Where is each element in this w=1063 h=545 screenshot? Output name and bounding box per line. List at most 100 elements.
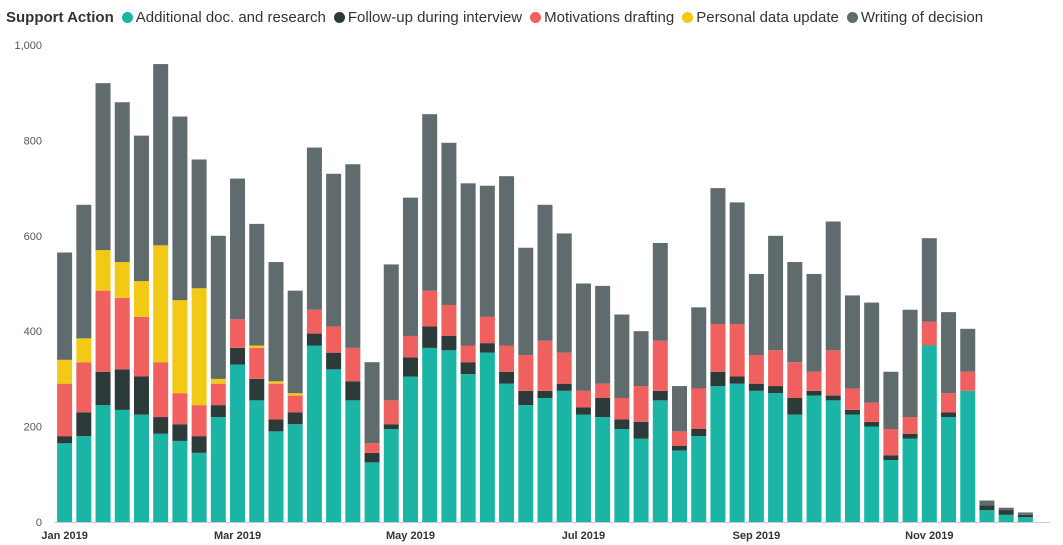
bar-segment[interactable]: [479, 352, 495, 522]
bar-segment[interactable]: [595, 417, 611, 522]
bar-segment[interactable]: [153, 64, 169, 246]
bar-segment[interactable]: [499, 345, 515, 372]
bar-segment[interactable]: [191, 405, 207, 437]
bar-segment[interactable]: [518, 247, 534, 356]
legend-item-follow-up[interactable]: Follow-up during interview: [333, 9, 522, 26]
bar-segment[interactable]: [268, 383, 284, 420]
bar-segment[interactable]: [76, 362, 92, 413]
bar-segment[interactable]: [364, 452, 380, 463]
bar-segment[interactable]: [499, 383, 515, 522]
bar-segment[interactable]: [518, 405, 534, 522]
bar-segment[interactable]: [825, 395, 841, 401]
bar-segment[interactable]: [133, 135, 149, 282]
bar-segment[interactable]: [479, 343, 495, 353]
bar-segment[interactable]: [844, 295, 860, 389]
bar-segment[interactable]: [787, 262, 803, 363]
bar-segment[interactable]: [403, 197, 418, 336]
bar-stack[interactable]: [172, 116, 188, 522]
bar-segment[interactable]: [114, 369, 130, 410]
bar-stack[interactable]: [364, 362, 380, 523]
bar-stack[interactable]: [806, 273, 822, 522]
bar-segment[interactable]: [326, 173, 342, 327]
bar-segment[interactable]: [941, 417, 957, 522]
bar-segment[interactable]: [518, 390, 534, 406]
bar-segment[interactable]: [95, 83, 111, 251]
bar-segment[interactable]: [95, 250, 111, 291]
bar-segment[interactable]: [499, 176, 515, 346]
bar-stack[interactable]: [441, 142, 457, 522]
bar-segment[interactable]: [979, 510, 995, 522]
bar-segment[interactable]: [902, 433, 918, 439]
bar-segment[interactable]: [441, 304, 457, 336]
bar-segment[interactable]: [191, 452, 207, 522]
bar-segment[interactable]: [95, 371, 111, 406]
bar-segment[interactable]: [806, 395, 822, 522]
bar-segment[interactable]: [306, 147, 322, 310]
bar-segment[interactable]: [902, 417, 918, 434]
bar-segment[interactable]: [249, 223, 265, 346]
bar-segment[interactable]: [210, 383, 226, 406]
bar-segment[interactable]: [652, 390, 668, 401]
bar-segment[interactable]: [441, 142, 457, 305]
bar-stack[interactable]: [133, 135, 149, 522]
bar-segment[interactable]: [1017, 512, 1033, 515]
bar-segment[interactable]: [191, 436, 207, 453]
bar-segment[interactable]: [768, 350, 784, 387]
bar-segment[interactable]: [960, 328, 976, 372]
bar-stack[interactable]: [210, 235, 226, 522]
bar-segment[interactable]: [345, 164, 361, 348]
bar-segment[interactable]: [614, 419, 630, 429]
bar-segment[interactable]: [921, 345, 937, 522]
bar-segment[interactable]: [652, 340, 668, 391]
bar-segment[interactable]: [883, 459, 899, 522]
bar-stack[interactable]: [479, 185, 495, 522]
bar-segment[interactable]: [230, 178, 246, 320]
bar-segment[interactable]: [345, 347, 361, 382]
bar-segment[interactable]: [76, 412, 92, 437]
bar-segment[interactable]: [844, 388, 860, 410]
bar-segment[interactable]: [825, 221, 841, 351]
bar-segment[interactable]: [95, 290, 111, 372]
bar-stack[interactable]: [825, 221, 841, 522]
bar-stack[interactable]: [287, 290, 303, 522]
bar-segment[interactable]: [941, 312, 957, 394]
bar-stack[interactable]: [864, 302, 880, 522]
bar-stack[interactable]: [902, 309, 918, 522]
bar-segment[interactable]: [479, 316, 495, 344]
bar-segment[interactable]: [844, 414, 860, 522]
bar-segment[interactable]: [364, 443, 380, 453]
bar-segment[interactable]: [806, 390, 822, 396]
bar-stack[interactable]: [633, 331, 649, 522]
bar-segment[interactable]: [787, 414, 803, 522]
bar-stack[interactable]: [460, 183, 476, 522]
bar-stack[interactable]: [614, 314, 630, 523]
bar-segment[interactable]: [556, 352, 572, 384]
bar-stack[interactable]: [556, 233, 572, 522]
bar-segment[interactable]: [614, 397, 630, 420]
bar-segment[interactable]: [306, 333, 322, 346]
bar-segment[interactable]: [633, 421, 649, 439]
legend-item-additional-doc[interactable]: Additional doc. and research: [121, 9, 326, 26]
bar-segment[interactable]: [172, 424, 188, 441]
bar-segment[interactable]: [844, 409, 860, 415]
bar-stack[interactable]: [672, 386, 688, 522]
bar-segment[interactable]: [710, 188, 726, 325]
bar-segment[interactable]: [556, 390, 572, 522]
bar-segment[interactable]: [729, 376, 745, 384]
bar-segment[interactable]: [499, 371, 515, 384]
bar-segment[interactable]: [921, 238, 937, 322]
bar-segment[interactable]: [748, 273, 764, 356]
bar-segment[interactable]: [556, 383, 572, 391]
bar-segment[interactable]: [441, 335, 457, 351]
bar-segment[interactable]: [422, 347, 438, 522]
bar-stack[interactable]: [691, 307, 707, 522]
bar-stack[interactable]: [768, 235, 784, 522]
bar-segment[interactable]: [883, 455, 899, 460]
bar-segment[interactable]: [710, 324, 726, 372]
bar-segment[interactable]: [306, 309, 322, 334]
bar-segment[interactable]: [614, 428, 630, 522]
bar-segment[interactable]: [748, 383, 764, 391]
bar-stack[interactable]: [268, 262, 284, 522]
bar-segment[interactable]: [422, 326, 438, 348]
bar-segment[interactable]: [133, 281, 149, 317]
